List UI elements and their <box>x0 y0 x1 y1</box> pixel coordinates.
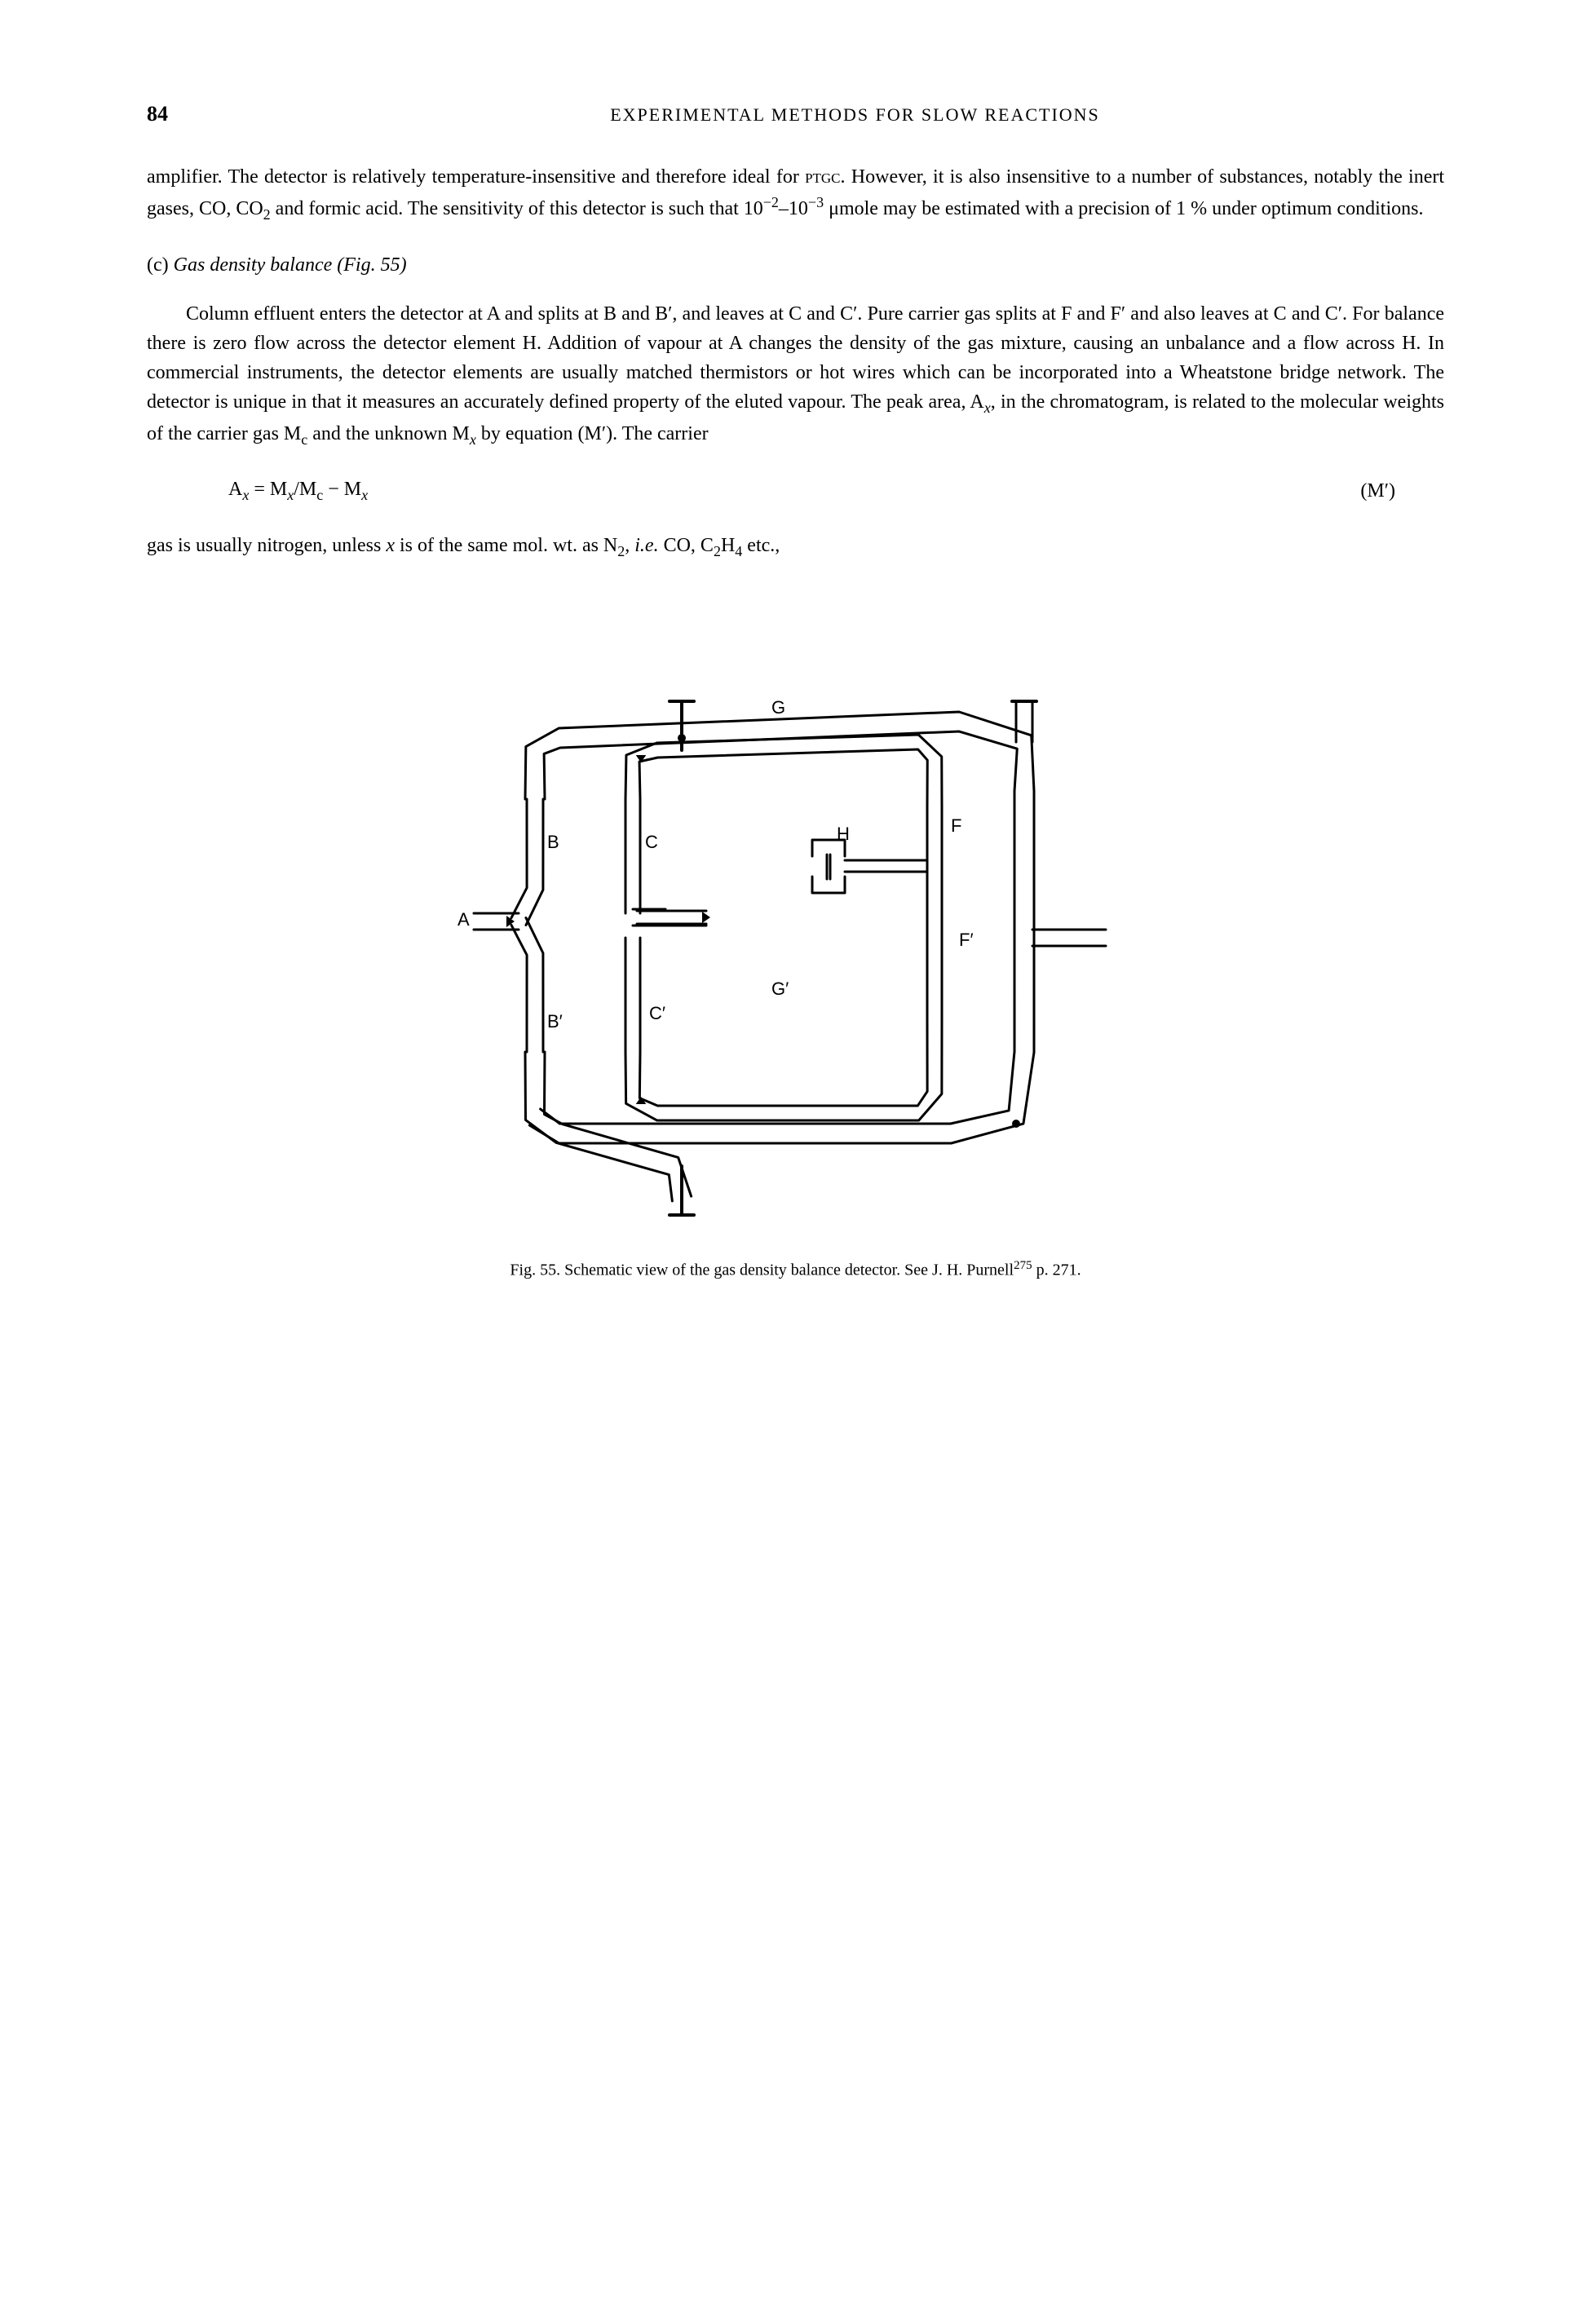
svg-text:G′: G′ <box>771 979 789 999</box>
page-number: 84 <box>147 98 168 130</box>
figure-caption: Fig. 55. Schematic view of the gas densi… <box>147 1257 1444 1283</box>
svg-text:H: H <box>837 824 850 844</box>
svg-text:A: A <box>457 909 470 930</box>
equation-number: (M′) <box>1360 476 1395 506</box>
svg-text:F′: F′ <box>959 930 974 950</box>
equation: Ax = Mx/Mc − Mx <box>228 475 368 506</box>
svg-text:G: G <box>771 697 785 718</box>
section-label: (c) <box>147 254 169 276</box>
gas-density-balance-diagram: A B B′ C C′ G G′ H F F′ <box>429 595 1163 1223</box>
running-head: EXPERIMENTAL METHODS FOR SLOW REACTIONS <box>266 101 1444 128</box>
svg-text:F: F <box>951 815 961 836</box>
section-title: (c) Gas density balance (Fig. 55) <box>147 250 1444 280</box>
svg-text:B′: B′ <box>547 1011 563 1032</box>
section-title-text: Gas density balance (Fig. 55) <box>174 254 407 276</box>
equation-row: Ax = Mx/Mc − Mx (M′) <box>228 475 1395 506</box>
svg-text:C′: C′ <box>649 1003 665 1023</box>
paragraph-3: gas is usually nitrogen, unless x is of … <box>147 531 1444 563</box>
svg-text:B: B <box>547 832 559 852</box>
paragraph-2: Column effluent enters the detector at A… <box>147 299 1444 451</box>
paragraph-1: amplifier. The detector is relatively te… <box>147 162 1444 226</box>
figure-55: A B B′ C C′ G G′ H F F′ Fig. 55. Schematic view o… <box>147 595 1444 1283</box>
svg-text:C: C <box>645 832 658 852</box>
